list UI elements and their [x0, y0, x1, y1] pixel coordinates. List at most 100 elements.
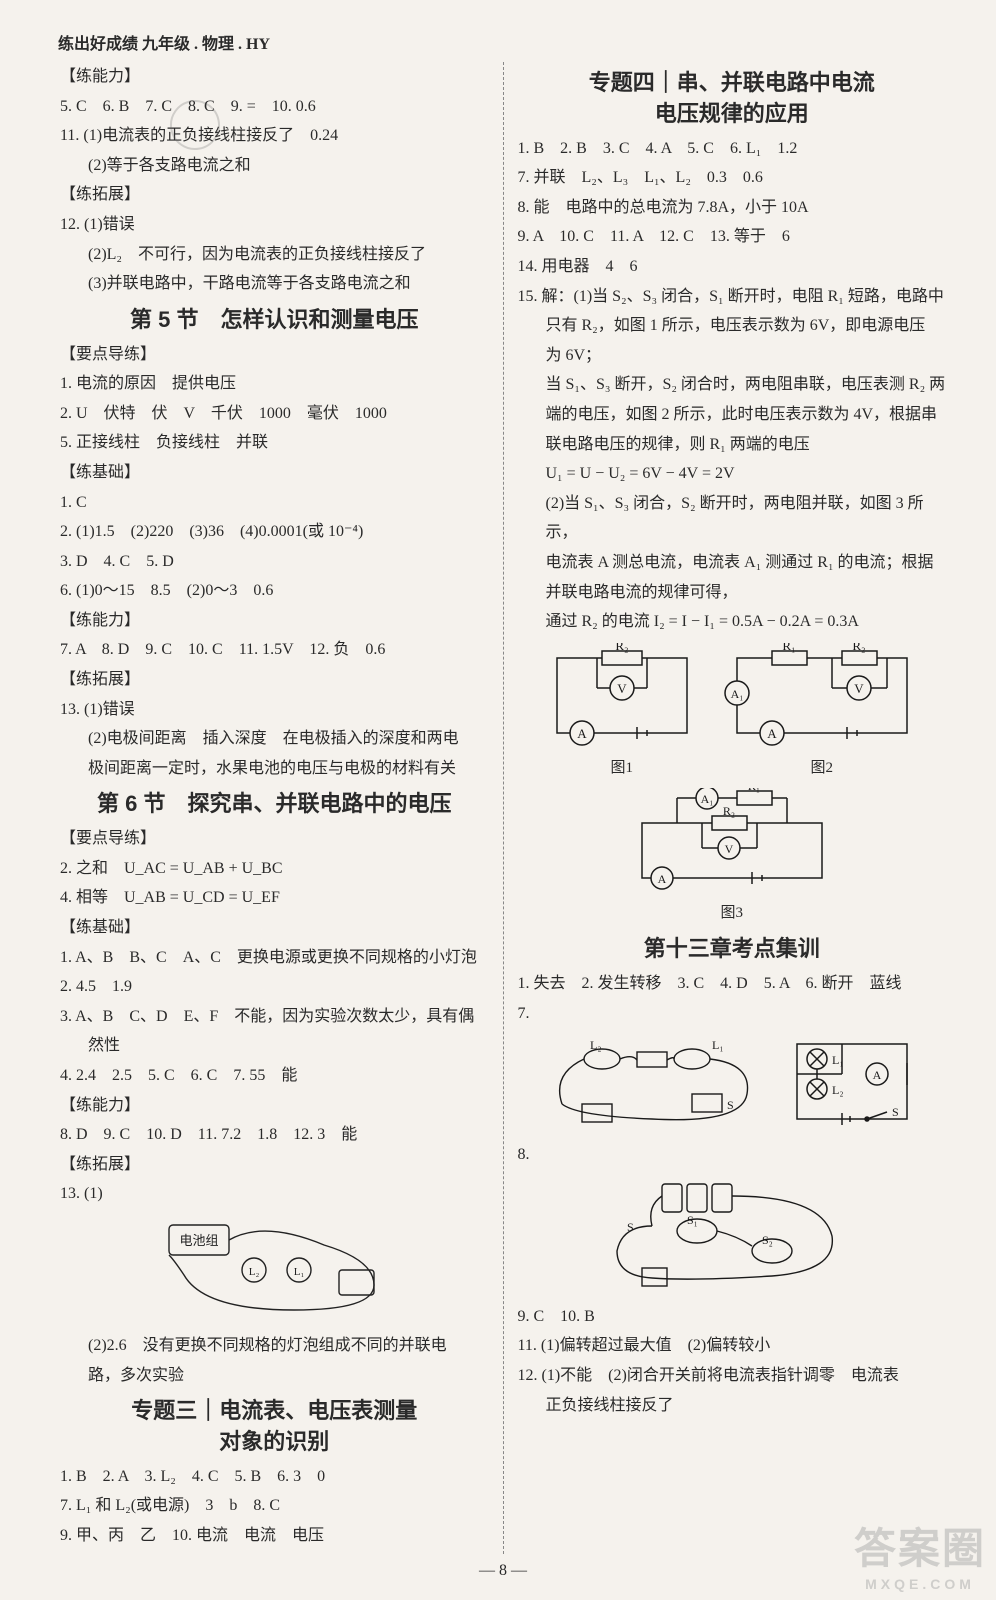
circuit-sketch-icon: S S₁ S₂ [592, 1176, 872, 1296]
circuit-sketch-icon: 电池组 L₂ L₁ [144, 1215, 404, 1325]
text: 1. B 2. A 3. L₂ 4. C 5. B 6. 3 0 [60, 1462, 489, 1492]
text: 【练能力】 [60, 1091, 489, 1121]
svg-text:R₂: R₂ [615, 643, 628, 653]
text: 1. 电流的原因 提供电压 [60, 369, 489, 399]
svg-text:R₂: R₂ [852, 643, 865, 653]
svg-text:S₂: S₂ [762, 1233, 773, 1247]
circuit-diagram-icon: R₂ V A [542, 643, 702, 753]
text: 正负接线柱接反了 [518, 1391, 947, 1421]
text: 【练拓展】 [60, 180, 489, 210]
figure-q8: S S₁ S₂ [518, 1176, 947, 1296]
figure-3: A₁ R₁ R₂ V A [627, 788, 837, 928]
chapter-13-title: 第十三章考点集训 [518, 934, 947, 965]
text: 2. 4.5 1.9 [60, 972, 489, 1002]
topic-4-title-b: 电压规律的应用 [518, 99, 947, 130]
text: 【练能力】 [60, 62, 489, 92]
text: 7. [518, 999, 947, 1029]
text: 11. (1)偏转超过最大值 (2)偏转较小 [518, 1331, 947, 1361]
svg-text:V: V [617, 681, 627, 696]
circuit-diagram-icon: L₁ L₂ A S [782, 1034, 922, 1134]
text: 只有 R₂，如图 1 所示，电压表示数为 6V，即电源电压 [518, 311, 947, 341]
text: 电流表 A 测总电流，电流表 A₁ 测通过 R₁ 的电流；根据 [518, 548, 947, 578]
text: 1. B 2. B 3. C 4. A 5. C 6. L₁ 1.2 [518, 134, 947, 164]
text: 并联电路电流的规律可得， [518, 578, 947, 608]
watermark: 答案圈 MXQE.COM [854, 1515, 986, 1592]
fig1-caption: 图1 [542, 755, 702, 783]
text: 端的电压，如图 2 所示，此时电压表示数为 4V，根据串 [518, 400, 947, 430]
circuit-diagram-icon: A₁ R₁ R₂ V A [627, 788, 837, 898]
svg-text:V: V [854, 681, 864, 696]
svg-text:L₁: L₁ [294, 1266, 305, 1278]
text: 1. C [60, 488, 489, 518]
svg-text:S: S [892, 1105, 899, 1119]
text: 5. 正接线柱 负接线柱 并联 [60, 428, 489, 458]
text: 【要点导练】 [60, 824, 489, 854]
svg-text:L₂: L₂ [590, 1038, 602, 1052]
svg-text:V: V [724, 842, 733, 856]
text: 15. 解：(1)当 S₂、S₃ 闭合，S₁ 断开时，电阻 R₁ 短路，电路中 [518, 282, 947, 312]
text: 极间距离一定时，水果电池的电压与电极的材料有关 [60, 754, 489, 784]
text: 12. (1)不能 (2)闭合开关前将电流表指针调零 电流表 [518, 1361, 947, 1391]
circuit-sketch-icon: L₂ L₁ S [542, 1034, 762, 1134]
text: (2)L₂ 不可行，因为电流表的正负接线柱接反了 [60, 240, 489, 270]
text: 为 6V； [518, 341, 947, 371]
circuit-diagram-icon: R₁ R₂ V A₁ A [722, 643, 922, 753]
figure-row-2: A₁ R₁ R₂ V A [518, 788, 947, 928]
text: 2. 之和 U_AC = U_AB + U_BC [60, 854, 489, 884]
figure-13-1: 电池组 L₂ L₁ [60, 1215, 489, 1325]
svg-text:A: A [657, 872, 666, 886]
text: 路，多次实验 [60, 1361, 489, 1391]
text: 12. (1)错误 [60, 210, 489, 240]
text: 联电路电压的规律，则 R₁ 两端的电压 [518, 430, 947, 460]
text: 【要点导练】 [60, 340, 489, 370]
text: 3. A、B C、D E、F 不能，因为实验次数太少，具有偶 [60, 1002, 489, 1032]
section-5-title: 第 5 节 怎样认识和测量电压 [60, 305, 489, 336]
watermark-sub: MXQE.COM [854, 1576, 986, 1592]
text: (2)当 S₁、S₃ 闭合，S₂ 断开时，两电阻并联，如图 3 所示， [518, 489, 947, 548]
text: 9. A 10. C 11. A 12. C 13. 等于 6 [518, 222, 947, 252]
text: 6. (1)0～15 8.5 (2)0～3 0.6 [60, 576, 489, 606]
text: 13. (1) [60, 1179, 489, 1209]
topic-4-title-a: 专题四｜串、并联电路中电流 [518, 68, 947, 99]
text: 9. 甲、丙 乙 10. 电流 电流 电压 [60, 1521, 489, 1551]
text: 7. L₁ 和 L₂(或电源) 3 b 8. C [60, 1491, 489, 1521]
text: 【练能力】 [60, 606, 489, 636]
svg-text:L₂: L₂ [832, 1083, 844, 1097]
text: 9. C 10. B [518, 1302, 947, 1332]
figure-row-1: R₂ V A 图1 [518, 643, 947, 783]
text: 当 S₁、S₃ 断开，S₂ 闭合时，两电阻串联，电压表测 R₂ 两 [518, 370, 947, 400]
text: 【练拓展】 [60, 665, 489, 695]
section-6-title: 第 6 节 探究串、并联电路中的电压 [60, 789, 489, 820]
svg-text:A: A [577, 726, 587, 741]
text: 8. [518, 1140, 947, 1170]
text: 5. C 6. B 7. C 8. C 9. = 10. 0.6 [60, 92, 489, 122]
svg-text:S: S [727, 1098, 734, 1112]
watermark-main: 答案圈 [854, 1525, 986, 1572]
topic-3-title-b: 对象的识别 [60, 1427, 489, 1458]
topic-3-title-a: 专题三｜电流表、电压表测量 [60, 1396, 489, 1427]
svg-text:电池组: 电池组 [180, 1233, 219, 1248]
text: (2)电极间距离 插入深度 在电极插入的深度和两电 [60, 724, 489, 754]
fig2-caption: 图2 [722, 755, 922, 783]
text: 13. (1)错误 [60, 695, 489, 725]
svg-text:R₁: R₁ [782, 643, 795, 653]
text: 11. (1)电流表的正负接线柱接反了 0.24 [60, 121, 489, 151]
text: 8. 能 电路中的总电流为 7.8A，小于 10A [518, 193, 947, 223]
fig3-caption: 图3 [627, 900, 837, 928]
left-column: 【练能力】 5. C 6. B 7. C 8. C 9. = 10. 0.6 1… [50, 62, 503, 1554]
text: 7. A 8. D 9. C 10. C 11. 1.5V 12. 负 0.6 [60, 635, 489, 665]
text: 2. (1)1.5 (2)220 (3)36 (4)0.0001(或 10⁻⁴) [60, 517, 489, 547]
svg-text:S: S [627, 1220, 634, 1234]
text: 2. U 伏特 伏 V 千伏 1000 毫伏 1000 [60, 399, 489, 429]
svg-text:R₁: R₁ [748, 788, 760, 793]
svg-text:S₁: S₁ [687, 1213, 698, 1227]
text: 1. A、B B、C A、C 更换电源或更换不同规格的小灯泡 [60, 943, 489, 973]
text: 然性 [60, 1031, 489, 1061]
right-column: 专题四｜串、并联电路中电流 电压规律的应用 1. B 2. B 3. C 4. … [503, 62, 957, 1554]
svg-text:A₁: A₁ [730, 687, 743, 701]
text: 【练拓展】 [60, 1150, 489, 1180]
text: (3)并联电路中，干路电流等于各支路电流之和 [60, 269, 489, 299]
text: 【练基础】 [60, 458, 489, 488]
text: 8. D 9. C 10. D 11. 7.2 1.8 12. 3 能 [60, 1120, 489, 1150]
text: 1. 失去 2. 发生转移 3. C 4. D 5. A 6. 断开 蓝线 [518, 969, 947, 999]
